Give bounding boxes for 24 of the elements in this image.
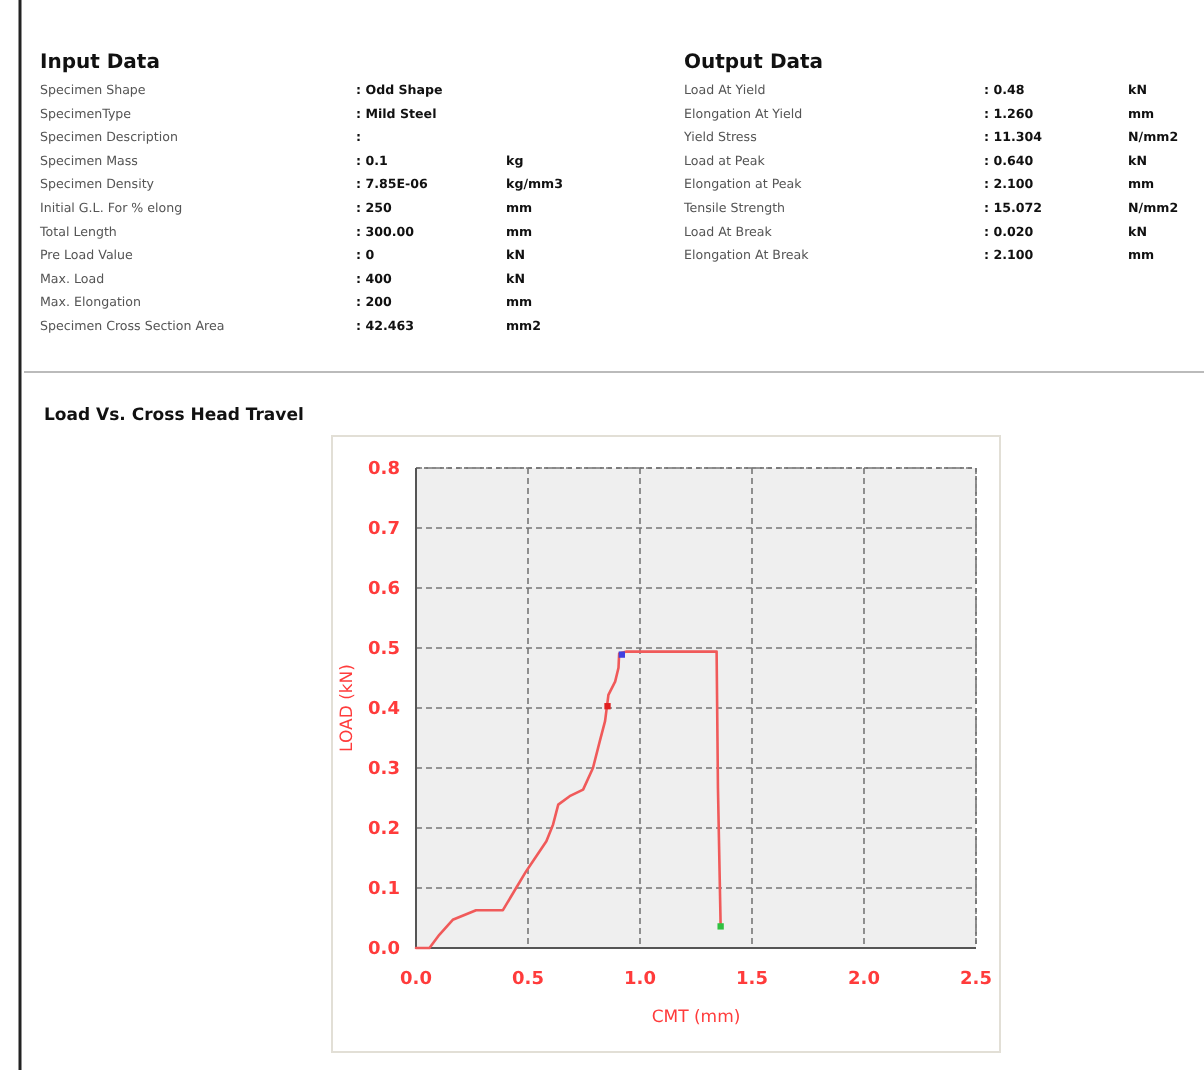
text: Input Data bbox=[40, 52, 160, 74]
y-axis-title: LOAD (kN) bbox=[338, 664, 358, 752]
y-tick-label: 0.1 bbox=[368, 880, 400, 900]
y-tick-label: 0.0 bbox=[368, 940, 400, 960]
y-tick-label: 0.4 bbox=[368, 700, 400, 720]
x-axis-title: CMT (mm) bbox=[651, 1008, 741, 1028]
point bbox=[604, 703, 611, 710]
y-tick-label: 0.6 bbox=[368, 580, 400, 600]
y-tick-label: 0.8 bbox=[368, 460, 400, 480]
x-tick-label: 1.5 bbox=[736, 970, 768, 990]
y-tick-label: 0.5 bbox=[368, 640, 400, 660]
x-tick-label: 0.0 bbox=[400, 970, 432, 990]
y-tick-label: 0.3 bbox=[368, 760, 400, 780]
line-series bbox=[414, 650, 722, 950]
x-tick-label: 0.5 bbox=[512, 970, 544, 990]
point bbox=[618, 651, 626, 658]
y-tick-label: 0.7 bbox=[368, 520, 400, 540]
text: Output Data bbox=[684, 52, 824, 74]
x-tick-label: 2.5 bbox=[960, 970, 992, 990]
y-tick-label: 0.2 bbox=[368, 820, 400, 840]
text: Load Vs. Cross Head Travel bbox=[44, 406, 304, 426]
point bbox=[717, 923, 724, 930]
x-tick-label: 2.0 bbox=[848, 970, 880, 990]
x-tick-label: 1.0 bbox=[624, 970, 656, 990]
